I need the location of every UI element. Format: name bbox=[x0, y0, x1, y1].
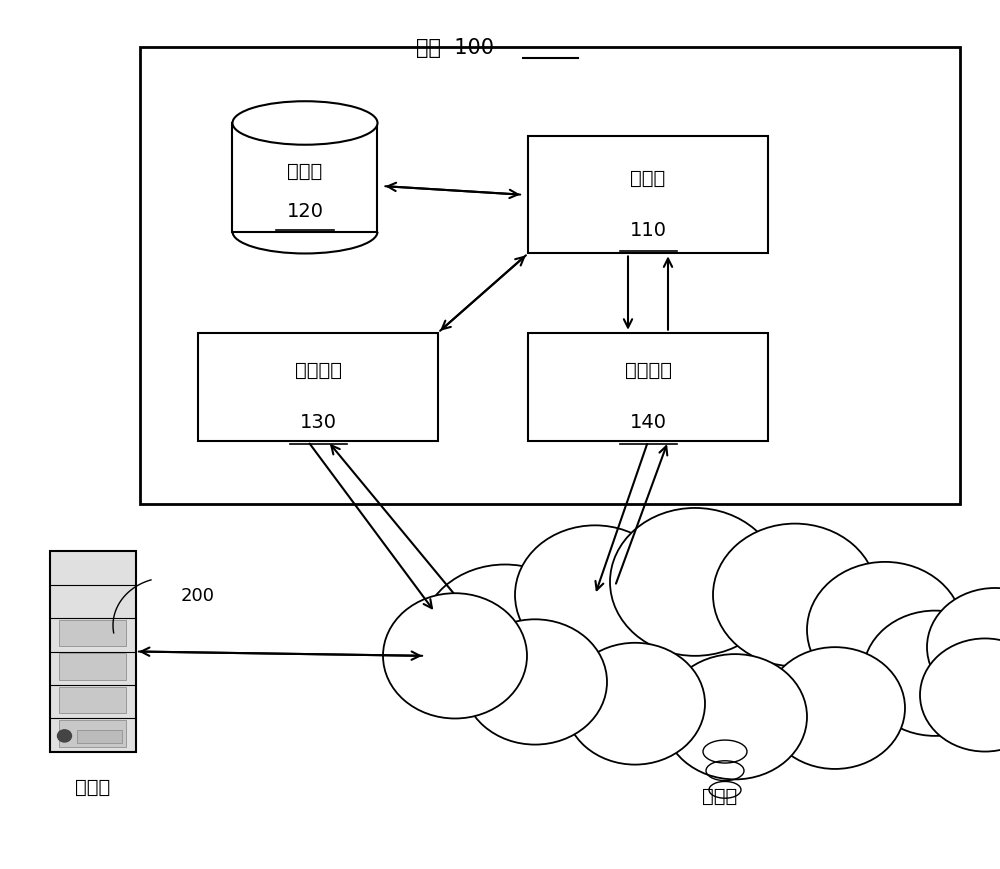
FancyBboxPatch shape bbox=[198, 333, 438, 441]
Bar bbox=[58, 687, 126, 713]
Circle shape bbox=[863, 611, 1000, 736]
Circle shape bbox=[610, 508, 780, 656]
Bar bbox=[58, 653, 126, 680]
Text: 110: 110 bbox=[630, 221, 666, 240]
Circle shape bbox=[463, 620, 607, 745]
Text: 存储器: 存储器 bbox=[287, 162, 323, 181]
Circle shape bbox=[920, 639, 1000, 752]
Circle shape bbox=[383, 594, 527, 719]
Bar bbox=[58, 720, 126, 746]
Circle shape bbox=[927, 588, 1000, 706]
FancyBboxPatch shape bbox=[528, 136, 768, 254]
Circle shape bbox=[420, 565, 590, 713]
Circle shape bbox=[565, 643, 705, 765]
Circle shape bbox=[765, 647, 905, 769]
Text: 120: 120 bbox=[287, 202, 324, 221]
Text: 输入设备: 输入设备 bbox=[294, 361, 342, 380]
Text: 200: 200 bbox=[181, 587, 215, 604]
Circle shape bbox=[713, 524, 877, 667]
Bar bbox=[140, 48, 960, 504]
Text: 140: 140 bbox=[630, 413, 666, 432]
Text: 处理器: 处理器 bbox=[630, 169, 666, 188]
Bar bbox=[76, 730, 122, 743]
Text: 终端  100: 终端 100 bbox=[416, 38, 494, 57]
Circle shape bbox=[515, 526, 675, 665]
Circle shape bbox=[663, 654, 807, 779]
Text: 服务器: 服务器 bbox=[75, 777, 111, 796]
Text: 130: 130 bbox=[300, 413, 336, 432]
Circle shape bbox=[58, 730, 72, 742]
Text: 输出设备: 输出设备 bbox=[624, 361, 672, 380]
Text: 互联网: 互联网 bbox=[702, 786, 738, 805]
Bar bbox=[50, 552, 136, 752]
Bar bbox=[232, 123, 377, 232]
Circle shape bbox=[807, 562, 963, 698]
Ellipse shape bbox=[232, 102, 378, 145]
Bar bbox=[58, 620, 126, 647]
FancyBboxPatch shape bbox=[528, 333, 768, 441]
